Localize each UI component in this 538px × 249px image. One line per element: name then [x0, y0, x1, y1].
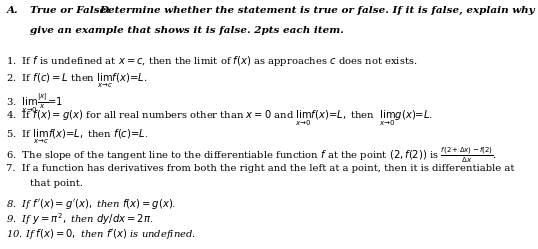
Text: 2.  If $f(c) = L$ then $\lim_{x \to c} f(x) = L$.: 2. If $f(c) = L$ then $\lim_{x \to c} f(…	[6, 72, 148, 90]
Text: 3.  $\lim_{x \to 0} \frac{|x|}{x} = 1$: 3. $\lim_{x \to 0} \frac{|x|}{x} = 1$	[6, 91, 63, 115]
Text: 7.  If a function has derivatives from both the right and the left at a point, t: 7. If a function has derivatives from bo…	[6, 164, 515, 173]
Text: 10. If $f(x) = 0,$ then $f'(x)$ is undefined.: 10. If $f(x) = 0,$ then $f'(x)$ is undef…	[6, 227, 196, 241]
Text: 6.  The slope of the tangent line to the differentiable function $f$ at the poin: 6. The slope of the tangent line to the …	[6, 146, 498, 165]
Text: 5.  If $\lim_{x \to c} f(x) = L,$ then $f(c) = L.$: 5. If $\lim_{x \to c} f(x) = L,$ then $f…	[6, 127, 149, 146]
Text: True or False:: True or False:	[30, 6, 114, 15]
Text: 1.  If $f$ is undefined at $x = c$, then the limit of $f(x)$ as approaches $c$ d: 1. If $f$ is undefined at $x = c$, then …	[6, 54, 418, 67]
Text: A.: A.	[6, 6, 18, 15]
Text: that point.: that point.	[30, 179, 82, 188]
Text: give an example that shows it is false. 2pts each item.: give an example that shows it is false. …	[30, 26, 343, 35]
Text: 8.  If $f'(x) = g'(x),$ then $f(x) = g(x).$: 8. If $f'(x) = g'(x),$ then $f(x) = g(x)…	[6, 197, 176, 211]
Text: 4.  If $f(x) = g(x)$ for all real numbers other than $x = 0$ and $\lim_{x \to 0}: 4. If $f(x) = g(x)$ for all real numbers…	[6, 108, 434, 128]
Text: 9.  If $y = \pi^2,$ then $dy/dx = 2\pi.$: 9. If $y = \pi^2,$ then $dy/dx = 2\pi.$	[6, 212, 154, 227]
Text: Determine whether the statement is true or false. If it is false, explain why or: Determine whether the statement is true …	[100, 6, 538, 15]
